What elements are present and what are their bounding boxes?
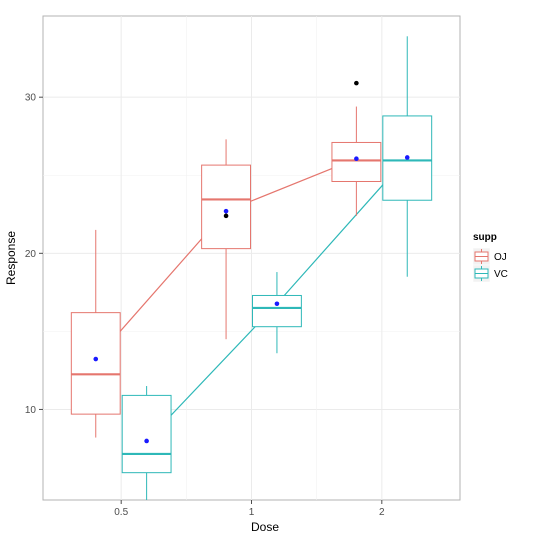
legend-key-vc [472, 264, 491, 283]
mean-points [93, 155, 410, 444]
legend-key-oj [472, 247, 491, 266]
legend-title: supp [473, 232, 497, 243]
x-tick-label: 2 [379, 507, 385, 518]
mean-point [404, 155, 410, 160]
box-body [252, 294, 302, 328]
box-body [70, 312, 121, 415]
outlier-point [223, 213, 229, 219]
box-vc-0.5 [121, 386, 172, 500]
x-tick-label: 0.5 [114, 507, 128, 518]
y-tick-label: 20 [25, 249, 37, 260]
legend: supp OJ VC [472, 232, 508, 283]
box-oj-0.5 [70, 229, 121, 438]
x-tick-label: 1 [249, 507, 255, 518]
box-vc-1 [252, 272, 302, 354]
box-body [121, 394, 172, 474]
y-tick-label: 10 [25, 405, 37, 416]
mean-point [354, 156, 359, 162]
legend-label-vc: VC [494, 269, 508, 280]
y-tick-label: 30 [25, 93, 37, 104]
y-axis-title: Response [4, 231, 18, 285]
x-axis-title: Dose [251, 520, 279, 534]
box-body [331, 141, 382, 182]
box-body [201, 164, 251, 250]
mean-point [274, 301, 280, 307]
mean-point [93, 356, 99, 362]
x-axis: 0.5 1 2 [114, 500, 385, 518]
box-oj-1 [201, 139, 251, 340]
grid [43, 16, 460, 500]
legend-label-oj: OJ [494, 252, 507, 263]
mean-point [223, 208, 229, 214]
box-oj-2 [331, 80, 382, 216]
mean-point [144, 438, 149, 444]
outlier-point [354, 80, 359, 86]
y-axis: 10 20 30 [25, 93, 43, 416]
